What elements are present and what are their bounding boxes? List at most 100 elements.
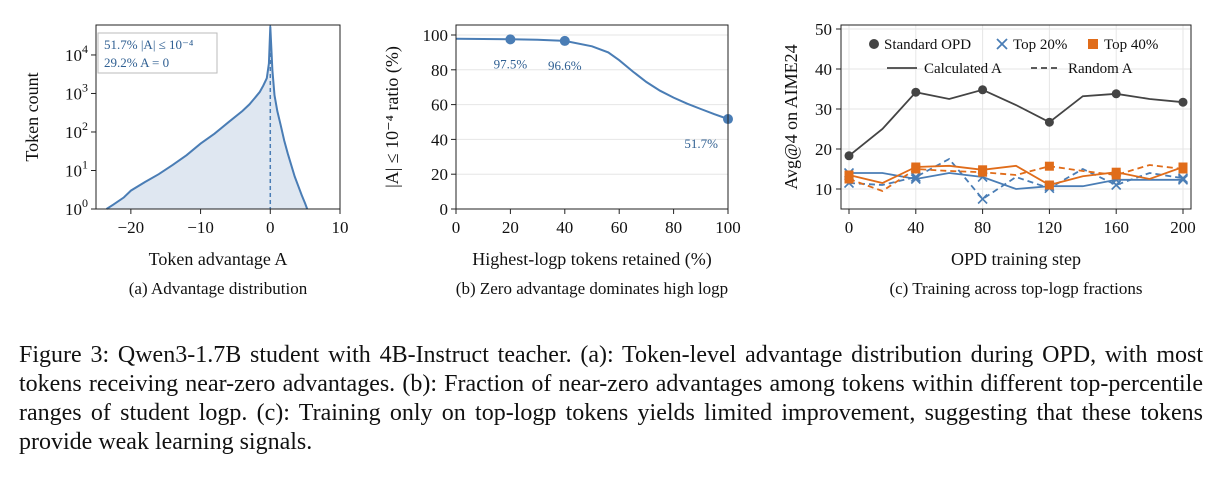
series-line [848, 164, 1184, 192]
series-point [1111, 170, 1121, 180]
x-tick-label: 40 [907, 218, 924, 237]
legend-label-calculated: Calculated A [924, 61, 1002, 77]
series-point-stroke [910, 171, 921, 183]
y-tick-label: 30 [815, 100, 832, 119]
series-point [1044, 161, 1054, 171]
x-tick-label: 80 [974, 218, 991, 237]
x-tick-label: 80 [665, 218, 682, 237]
y-tick-label: 80 [431, 61, 448, 80]
plot-frame [455, 24, 729, 210]
series-point [910, 171, 921, 183]
y-axis-label: Token count [22, 72, 42, 161]
x-axis-ticks: 0 40 80 120 160 200 [845, 209, 1196, 237]
y-axis-ticks: 10 20 30 40 50 [815, 20, 841, 199]
legend-marker-standard-opd [869, 39, 879, 49]
x-tick-label: 0 [845, 218, 854, 237]
x-tick-label: 200 [1170, 218, 1196, 237]
plot-frame [840, 24, 1192, 210]
y-tick-label: 104 [65, 42, 88, 65]
legend-box: 51.7% |A| ≤ 10⁻⁴ 29.2% A = 0 [97, 32, 218, 74]
y-tick-exponent: 3 [82, 80, 88, 94]
series-point-stroke [1177, 173, 1189, 184]
x-tick-label: 120 [1037, 218, 1063, 237]
legend-line-2: 29.2% A = 0 [104, 55, 169, 70]
series-point [844, 174, 854, 184]
x-axis-label: Token advantage A [149, 249, 288, 269]
series-point [1044, 180, 1054, 190]
series-top-20-calculated-a- [843, 167, 1189, 192]
x-axis-label: Highest-logp tokens retained (%) [472, 249, 711, 270]
legend-label-top20: Top 20% [1013, 37, 1067, 53]
x-tick-label: −20 [118, 218, 145, 237]
series-line [848, 88, 1184, 157]
ratio-markers: 97.5% 96.6% 51.7% [494, 34, 733, 151]
legend: Standard OPD Top 20% Top 40% Calculated … [869, 37, 1158, 77]
ratio-point [505, 34, 516, 45]
x-tick-label: 0 [266, 218, 275, 237]
series-point [977, 193, 988, 205]
y-tick-label: 20 [431, 165, 448, 184]
legend-marker-top20 [996, 38, 1008, 50]
plot-frame [95, 24, 341, 210]
ratio-point [559, 35, 570, 46]
series-top-40-calculated-a- [844, 162, 1188, 190]
series-point-stroke [1111, 179, 1122, 191]
series-line [848, 164, 1184, 186]
series-point [844, 151, 854, 161]
series-point [978, 167, 988, 177]
ratio-point-label: 51.7% [684, 136, 718, 151]
series-line [848, 157, 1184, 201]
y-axis-label: Avg@4 on AIME24 [781, 44, 801, 189]
grid-lines [841, 25, 1191, 209]
x-tick-label: 20 [502, 218, 519, 237]
series-point [1044, 117, 1054, 127]
x-tick-label: 60 [611, 218, 628, 237]
y-tick-exponent: 4 [82, 42, 88, 56]
x-tick-label: 160 [1103, 218, 1129, 237]
y-axis-label: |A| ≤ 10⁻⁴ ratio (%) [382, 46, 403, 188]
series-point [1111, 179, 1122, 191]
series-point [1178, 97, 1188, 107]
series-top-40-random-a- [844, 161, 1188, 192]
panel-caption: (c) Training across top-logp fractions [889, 279, 1142, 298]
panel-b-zero-advantage-ratio: 97.5% 96.6% 51.7% 0 20 40 60 80 100 0 20 40 60 80 10… [382, 24, 741, 298]
legend-label-standard-opd: Standard OPD [884, 37, 971, 53]
y-tick-label: 100 [65, 196, 88, 219]
x-tick-label: 40 [556, 218, 573, 237]
series-point [1111, 89, 1121, 99]
y-tick-label: 100 [423, 26, 449, 45]
series-point-stroke [977, 193, 988, 205]
y-tick-label: 20 [815, 140, 832, 159]
legend-label-random: Random A [1068, 61, 1133, 77]
y-tick-label: 40 [815, 60, 832, 79]
y-tick-label: 10 [815, 180, 832, 199]
series-point [978, 85, 988, 95]
advantage-density-line [105, 26, 309, 210]
ratio-line [455, 37, 729, 120]
x-tick-label: 100 [715, 218, 741, 237]
y-tick-label: 60 [431, 96, 448, 115]
x-tick-label: −10 [187, 218, 214, 237]
figure-caption: Figure 3: Qwen3-1.7B student with 4B-Ins… [19, 342, 1203, 455]
series-point [1177, 173, 1189, 184]
series-point [911, 87, 921, 97]
series-point [1177, 174, 1189, 185]
advantage-density-area [106, 26, 308, 209]
series-point-stroke [1177, 174, 1189, 185]
series-point [911, 164, 921, 174]
y-tick-label: 40 [431, 130, 448, 149]
ratio-point-label: 96.6% [548, 58, 582, 73]
x-axis-ticks: −20 −10 0 10 [118, 209, 349, 237]
y-tick-exponent: 0 [82, 196, 88, 210]
ratio-point-label: 97.5% [494, 56, 528, 71]
x-tick-label: 10 [332, 218, 349, 237]
panel-caption: (a) Advantage distribution [129, 279, 308, 298]
series-standard-opd [844, 85, 1188, 161]
legend-marker-top40 [1088, 39, 1098, 49]
x-axis-label: OPD training step [951, 249, 1081, 269]
y-tick-exponent: 2 [82, 119, 88, 133]
panel-caption: (b) Zero advantage dominates high logp [456, 279, 728, 298]
